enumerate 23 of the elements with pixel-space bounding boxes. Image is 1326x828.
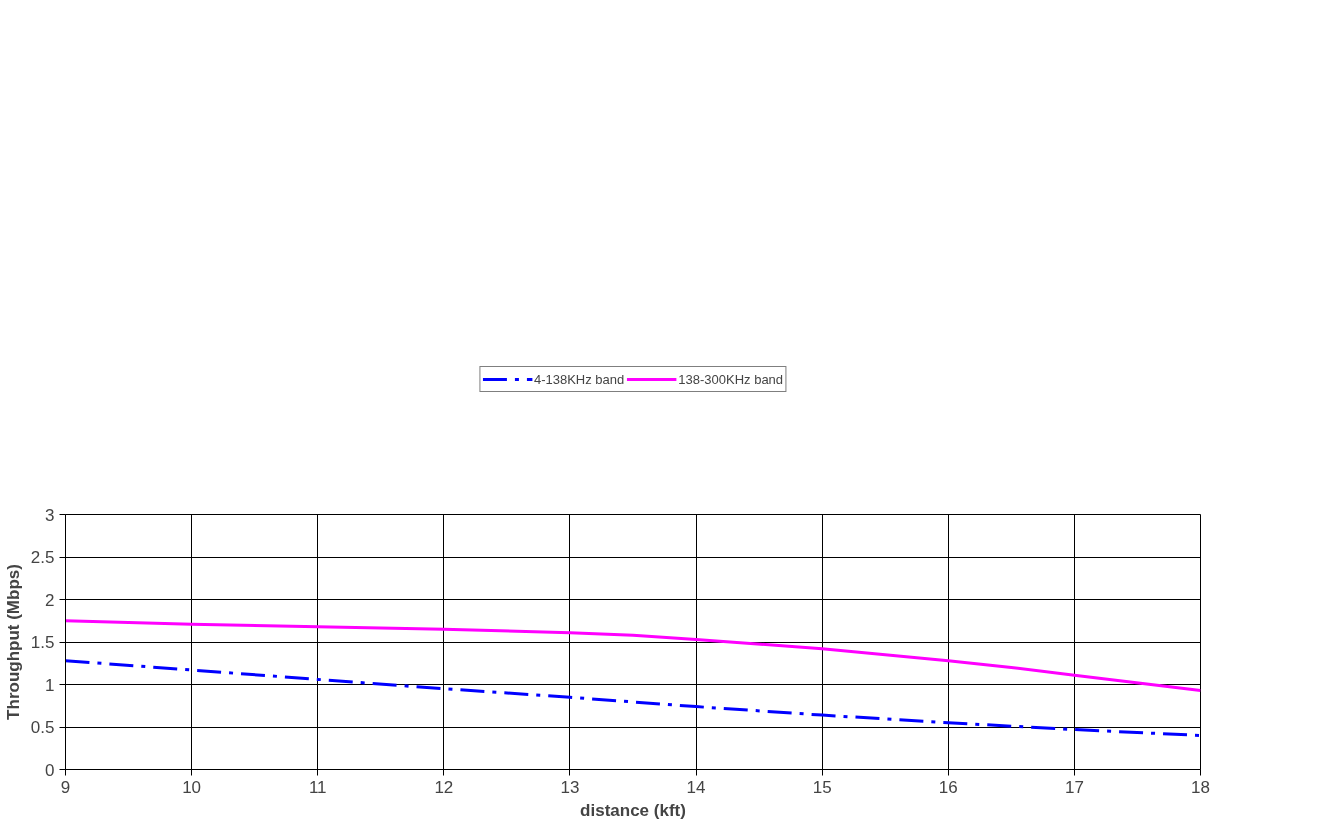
- y-axis-title: Throughput (Mbps): [3, 564, 23, 720]
- x-axis-title: distance (kft): [580, 800, 686, 820]
- y-tick-label: 1.5: [30, 633, 55, 652]
- y-tick-label: 2.5: [30, 548, 55, 567]
- x-tick-label: 18: [1191, 777, 1210, 797]
- x-tick-label: 14: [686, 777, 706, 797]
- y-tick-label: 0: [45, 760, 55, 780]
- x-tick-label: 17: [1064, 777, 1084, 797]
- y-tick-label: 1: [45, 675, 55, 695]
- x-tick-label: 9: [60, 777, 71, 797]
- x-tick-label: 10: [182, 777, 202, 797]
- x-tick-label: 13: [560, 777, 580, 797]
- legend-label: 4-138KHz band: [533, 371, 625, 387]
- y-tick-label: 2: [45, 590, 55, 610]
- legend-label: 138-300KHz band: [678, 371, 784, 387]
- x-tick-label: 12: [434, 777, 454, 797]
- line-series: [65, 619, 1201, 692]
- line-series: [65, 659, 1201, 737]
- y-tick-label: 0.5: [30, 718, 55, 737]
- x-tick-label: 15: [812, 777, 832, 797]
- x-tick-label: 16: [938, 777, 958, 797]
- y-tick-label: 3: [45, 505, 55, 525]
- x-tick-label: 11: [308, 777, 327, 797]
